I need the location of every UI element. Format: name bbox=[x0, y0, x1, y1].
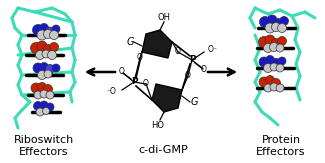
Text: Effectors: Effectors bbox=[256, 147, 306, 157]
Circle shape bbox=[269, 43, 279, 52]
Text: Protein: Protein bbox=[261, 135, 301, 145]
Circle shape bbox=[258, 37, 269, 47]
Circle shape bbox=[266, 55, 275, 65]
Circle shape bbox=[46, 65, 55, 74]
Circle shape bbox=[259, 57, 269, 67]
Circle shape bbox=[264, 64, 272, 73]
Circle shape bbox=[265, 23, 275, 33]
Circle shape bbox=[49, 43, 58, 52]
Circle shape bbox=[271, 79, 280, 88]
Circle shape bbox=[259, 77, 269, 87]
Circle shape bbox=[35, 51, 45, 59]
Circle shape bbox=[36, 108, 44, 116]
Circle shape bbox=[276, 64, 284, 72]
Circle shape bbox=[278, 57, 286, 65]
Circle shape bbox=[270, 63, 278, 71]
Text: O: O bbox=[137, 53, 143, 62]
Text: c-di-GMP: c-di-GMP bbox=[138, 145, 188, 155]
Circle shape bbox=[32, 24, 44, 36]
Circle shape bbox=[265, 35, 275, 45]
Text: P: P bbox=[131, 77, 137, 87]
Text: O: O bbox=[175, 47, 181, 57]
Circle shape bbox=[267, 15, 277, 25]
Text: P: P bbox=[189, 55, 195, 65]
Circle shape bbox=[264, 84, 272, 92]
Circle shape bbox=[43, 108, 49, 114]
Circle shape bbox=[37, 30, 47, 40]
Text: Riboswitch: Riboswitch bbox=[14, 135, 74, 145]
Circle shape bbox=[46, 103, 54, 111]
Circle shape bbox=[40, 62, 48, 72]
Text: Effectors: Effectors bbox=[19, 147, 69, 157]
Circle shape bbox=[274, 18, 282, 28]
Circle shape bbox=[37, 71, 46, 80]
Circle shape bbox=[271, 22, 280, 31]
Circle shape bbox=[31, 83, 41, 93]
Text: G: G bbox=[190, 97, 198, 107]
Circle shape bbox=[52, 25, 60, 33]
Circle shape bbox=[34, 91, 42, 99]
Circle shape bbox=[44, 84, 53, 94]
Text: O: O bbox=[201, 66, 207, 74]
Circle shape bbox=[271, 38, 280, 47]
Circle shape bbox=[49, 30, 58, 39]
Circle shape bbox=[42, 50, 50, 58]
Circle shape bbox=[264, 44, 272, 52]
Circle shape bbox=[33, 102, 43, 111]
Circle shape bbox=[280, 16, 289, 25]
Circle shape bbox=[40, 101, 48, 109]
Text: O⁻: O⁻ bbox=[208, 45, 218, 54]
Circle shape bbox=[46, 27, 54, 35]
Circle shape bbox=[46, 91, 54, 99]
Text: G: G bbox=[126, 37, 134, 47]
Circle shape bbox=[44, 70, 52, 78]
Circle shape bbox=[278, 37, 287, 45]
Circle shape bbox=[276, 44, 284, 52]
Circle shape bbox=[31, 43, 42, 53]
Circle shape bbox=[40, 90, 48, 98]
Circle shape bbox=[40, 23, 48, 32]
Circle shape bbox=[37, 41, 47, 51]
Circle shape bbox=[259, 16, 270, 28]
Text: ⁻O: ⁻O bbox=[106, 88, 116, 96]
Polygon shape bbox=[152, 84, 182, 112]
Text: O: O bbox=[143, 80, 149, 89]
Circle shape bbox=[47, 51, 57, 59]
Circle shape bbox=[44, 30, 53, 38]
Text: OH: OH bbox=[158, 14, 171, 22]
Circle shape bbox=[37, 82, 46, 91]
Circle shape bbox=[278, 23, 287, 32]
Text: HO: HO bbox=[151, 120, 164, 129]
Polygon shape bbox=[142, 30, 172, 58]
Circle shape bbox=[33, 63, 43, 73]
Circle shape bbox=[266, 75, 275, 84]
Circle shape bbox=[271, 59, 280, 67]
Circle shape bbox=[44, 44, 53, 53]
Text: O: O bbox=[119, 67, 125, 76]
Text: O: O bbox=[185, 72, 191, 81]
Circle shape bbox=[52, 64, 60, 72]
Circle shape bbox=[270, 83, 278, 91]
Circle shape bbox=[276, 84, 284, 92]
